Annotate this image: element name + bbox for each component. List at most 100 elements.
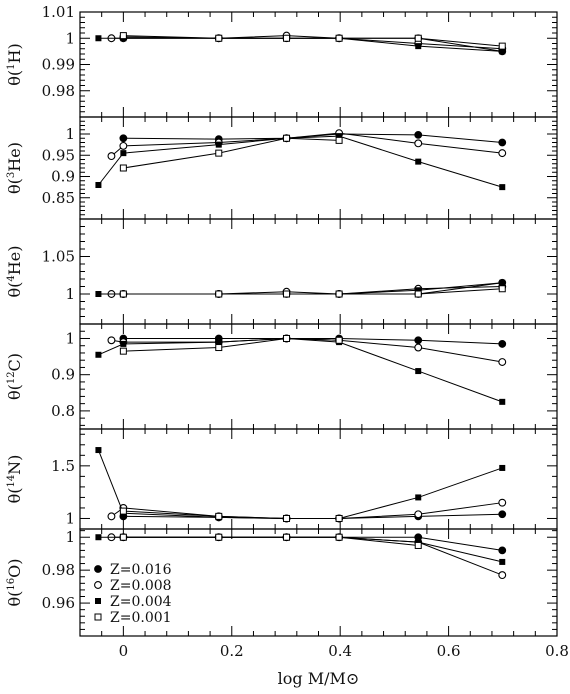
data-point xyxy=(498,285,506,293)
panel-1: 0.98 0.99 1 1.01 θ(1H) xyxy=(5,3,558,118)
data-point xyxy=(415,43,422,50)
data-point xyxy=(498,149,507,158)
data-point xyxy=(120,150,127,157)
data-point xyxy=(215,344,223,352)
data-point xyxy=(335,336,343,344)
data-point xyxy=(498,138,507,147)
legend-marker xyxy=(94,565,102,573)
y-tick-label: 0.98 xyxy=(42,82,75,100)
data-point xyxy=(95,351,102,358)
data-point xyxy=(499,184,506,191)
legend-item: Z=0.001 xyxy=(94,610,172,626)
data-point xyxy=(283,290,291,298)
y-tick-label: 1 xyxy=(65,285,75,303)
data-point xyxy=(283,34,291,42)
data-point xyxy=(215,290,223,298)
data-point xyxy=(335,136,343,144)
data-point xyxy=(283,533,291,541)
y-tick-label: 0.99 xyxy=(42,56,75,74)
legend-item: Z=0.008 xyxy=(94,578,172,594)
data-point xyxy=(335,290,343,298)
data-point xyxy=(414,343,423,352)
data-point xyxy=(414,34,422,42)
data-point xyxy=(415,158,422,165)
series-Z=0.001 xyxy=(119,285,506,298)
series-Z=0.004 xyxy=(95,133,506,191)
data-point xyxy=(119,347,127,355)
legend-marker xyxy=(94,613,102,621)
data-point xyxy=(107,512,116,521)
y-axis-label: θ(3He) xyxy=(5,142,24,194)
y-tick-label: 0.9 xyxy=(51,168,75,186)
x-tick-label: 0 xyxy=(119,642,129,660)
panel-4: 0.8 0.9 1 θ(12C) xyxy=(5,323,558,430)
panel-frame xyxy=(79,116,558,220)
data-point xyxy=(215,34,223,42)
data-point xyxy=(119,134,128,143)
data-point xyxy=(336,133,343,140)
series-Z=0.004 xyxy=(95,335,506,405)
y-tick-label: 0.85 xyxy=(42,189,75,207)
x-tick-label: 0.6 xyxy=(437,642,461,660)
data-point xyxy=(283,134,291,142)
y-tick-label: 1 xyxy=(65,125,75,143)
panel-frame xyxy=(79,11,558,118)
series-line xyxy=(123,35,503,47)
series-Z=0.004 xyxy=(95,534,506,565)
x-tick-label: 0.2 xyxy=(220,642,244,660)
series-Z=0.001 xyxy=(119,32,506,50)
data-point xyxy=(95,182,102,188)
data-point xyxy=(498,358,507,366)
y-axis-label: θ(4He) xyxy=(5,246,24,298)
series-line xyxy=(123,137,340,169)
data-point xyxy=(499,464,506,471)
data-point xyxy=(414,510,423,519)
data-point xyxy=(95,35,102,42)
data-point xyxy=(498,510,507,519)
x-tick-label: 0.4 xyxy=(328,642,352,660)
data-point xyxy=(498,498,507,507)
y-axis-label: θ(1H) xyxy=(5,43,24,85)
series-line xyxy=(123,536,419,546)
series-line xyxy=(123,337,340,352)
y-tick-label: 0.98 xyxy=(42,561,75,579)
data-point xyxy=(120,340,127,347)
data-point xyxy=(335,514,343,522)
data-point xyxy=(499,558,506,565)
series-line xyxy=(123,36,503,52)
series-line xyxy=(98,337,503,403)
data-point xyxy=(119,533,127,541)
legend-label: Z=0.016 xyxy=(110,562,172,578)
data-point xyxy=(498,340,507,348)
series-line xyxy=(123,510,340,519)
y-axis-label: θ(16O) xyxy=(5,559,24,607)
y-tick-label: 1.05 xyxy=(42,248,75,266)
data-point xyxy=(335,533,343,541)
data-point xyxy=(119,290,127,298)
data-point xyxy=(498,42,506,50)
series-Z=0.001 xyxy=(119,334,343,355)
legend-marker xyxy=(94,581,102,589)
y-axis-label: θ(14N) xyxy=(5,455,24,504)
panel-5: 1 1.5 θ(14N) xyxy=(5,428,558,530)
data-point xyxy=(119,141,128,150)
series-line xyxy=(97,449,503,519)
y-tick-label: 1 xyxy=(65,509,75,527)
data-point xyxy=(414,336,423,345)
data-point xyxy=(414,290,422,298)
y-tick-label: 0.95 xyxy=(42,146,75,164)
y-tick-label: 1.5 xyxy=(51,457,75,475)
x-tick-label: 0.8 xyxy=(545,642,569,660)
y-tick-label: 1.01 xyxy=(42,3,75,21)
data-point xyxy=(283,514,291,522)
data-point xyxy=(215,533,223,541)
panel-3: 1 1.05 θ(4He) xyxy=(5,218,558,325)
chart-panels: 0.98 0.99 1 1.01 θ(1H) 0.85 0.9 0.95 1 θ(3He) 1 1.0… xyxy=(5,3,569,660)
data-point xyxy=(414,130,423,139)
y-tick-label: 1 xyxy=(65,329,75,347)
data-point xyxy=(119,507,127,515)
x-axis-label: log M/M⊙ xyxy=(278,669,360,688)
series-Z=0.008 xyxy=(107,129,507,161)
